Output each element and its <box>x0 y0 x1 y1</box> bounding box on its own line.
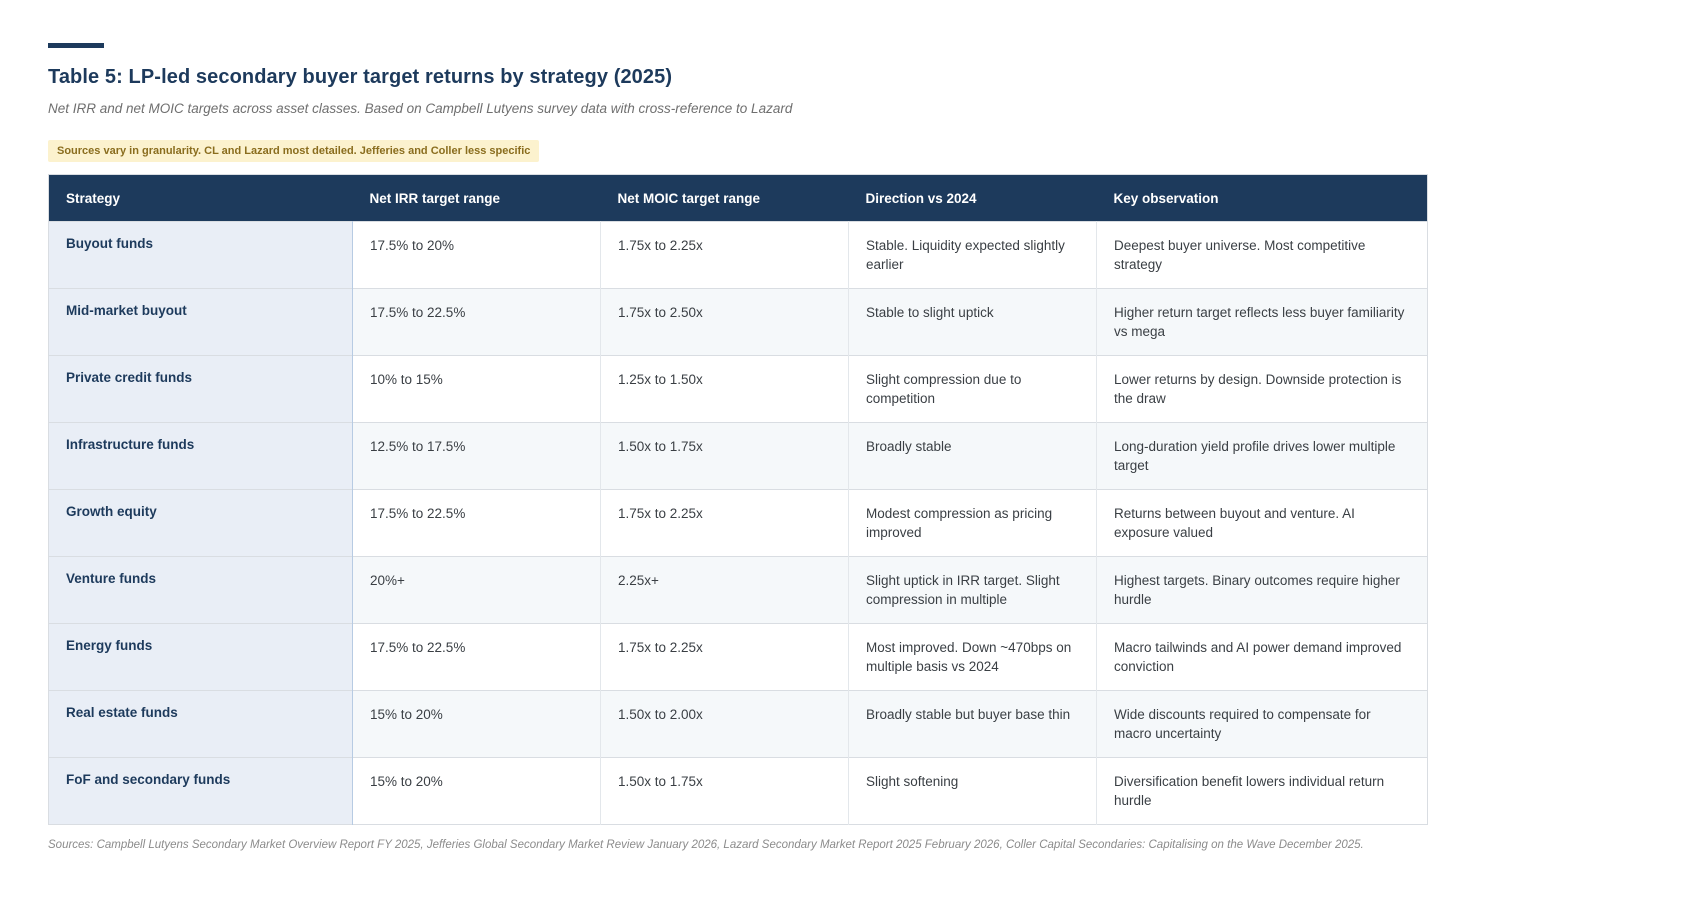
cell-strategy: Private credit funds <box>48 355 353 423</box>
col-header-net-moic: Net MOIC target range <box>600 174 849 222</box>
cell-irr: 10% to 15% <box>352 355 601 423</box>
sources-footnote: Sources: Campbell Lutyens Secondary Mark… <box>48 839 1364 851</box>
cell-direction: Stable to slight uptick <box>848 288 1097 356</box>
cell-irr: 17.5% to 22.5% <box>352 489 601 557</box>
cell-observation: Diversification benefit lowers individua… <box>1096 757 1428 825</box>
cell-direction: Slight compression due to competition <box>848 355 1097 423</box>
col-header-strategy: Strategy <box>48 174 353 222</box>
page-title: Table 5: LP-led secondary buyer target r… <box>48 66 673 88</box>
cell-strategy: Growth equity <box>48 489 353 557</box>
cell-observation: Long-duration yield profile drives lower… <box>1096 422 1428 490</box>
cell-direction: Slight uptick in IRR target. Slight comp… <box>848 556 1097 624</box>
cell-irr: 12.5% to 17.5% <box>352 422 601 490</box>
cell-moic: 1.50x to 1.75x <box>600 422 849 490</box>
cell-moic: 1.50x to 1.75x <box>600 757 849 825</box>
cell-moic: 1.75x to 2.25x <box>600 489 849 557</box>
cell-irr: 15% to 20% <box>352 757 601 825</box>
report-page: Table 5: LP-led secondary buyer target r… <box>48 43 1428 851</box>
cell-strategy: Infrastructure funds <box>48 422 353 490</box>
table-body: Buyout funds 17.5% to 20% 1.75x to 2.25x St… <box>48 221 1428 825</box>
cell-moic: 1.75x to 2.25x <box>600 623 849 691</box>
page-subtitle: Net IRR and net MOIC targets across asse… <box>48 101 793 116</box>
cell-strategy: Energy funds <box>48 623 353 691</box>
table-row: Energy funds 17.5% to 22.5% 1.75x to 2.25x… <box>48 623 1428 691</box>
cell-moic: 1.75x to 2.50x <box>600 288 849 356</box>
cell-direction: Stable. Liquidity expected slightly earl… <box>848 221 1097 289</box>
table-row: Growth equity 17.5% to 22.5% 1.75x to 2.25… <box>48 489 1428 557</box>
table-row: Private credit funds 10% to 15% 1.25x to 1… <box>48 355 1428 423</box>
cell-moic: 2.25x+ <box>600 556 849 624</box>
cell-observation: Macro tailwinds and AI power demand impr… <box>1096 623 1428 691</box>
cell-irr: 17.5% to 22.5% <box>352 288 601 356</box>
cell-strategy: FoF and secondary funds <box>48 757 353 825</box>
cell-strategy: Real estate funds <box>48 690 353 758</box>
cell-observation: Returns between buyout and venture. AI e… <box>1096 489 1428 557</box>
table-row: FoF and secondary funds 15% to 20% 1.50x t… <box>48 757 1428 825</box>
table-row: Venture funds 20%+ 2.25x+ Slight uptick in … <box>48 556 1428 624</box>
cell-observation: Higher return target reflects less buyer… <box>1096 288 1428 356</box>
cell-irr: 17.5% to 20% <box>352 221 601 289</box>
cell-observation: Lower returns by design. Downside protec… <box>1096 355 1428 423</box>
cell-irr: 15% to 20% <box>352 690 601 758</box>
accent-bar <box>48 43 104 48</box>
col-header-observation: Key observation <box>1096 174 1428 222</box>
cell-irr: 20%+ <box>352 556 601 624</box>
table-row: Infrastructure funds 12.5% to 17.5% 1.50x … <box>48 422 1428 490</box>
table-header: Strategy Net IRR target range Net MOIC t… <box>48 174 1428 222</box>
table-row: Mid-market buyout 17.5% to 22.5% 1.75x to … <box>48 288 1428 356</box>
cell-direction: Broadly stable but buyer base thin <box>848 690 1097 758</box>
table-row: Real estate funds 15% to 20% 1.50x to 2.00… <box>48 690 1428 758</box>
cell-observation: Wide discounts required to compensate fo… <box>1096 690 1428 758</box>
table-header-row: Strategy Net IRR target range Net MOIC t… <box>48 174 1428 222</box>
cell-direction: Broadly stable <box>848 422 1097 490</box>
cell-direction: Slight softening <box>848 757 1097 825</box>
cell-strategy: Mid-market buyout <box>48 288 353 356</box>
cell-direction: Modest compression as pricing improved <box>848 489 1097 557</box>
cell-moic: 1.25x to 1.50x <box>600 355 849 423</box>
cell-strategy: Venture funds <box>48 556 353 624</box>
cell-irr: 17.5% to 22.5% <box>352 623 601 691</box>
sources-note-badge: Sources vary in granularity. CL and Laza… <box>48 140 540 162</box>
col-header-net-irr: Net IRR target range <box>352 174 601 222</box>
cell-moic: 1.75x to 2.25x <box>600 221 849 289</box>
cell-direction: Most improved. Down ~470bps on multiple … <box>848 623 1097 691</box>
col-header-direction: Direction vs 2024 <box>848 174 1097 222</box>
cell-observation: Highest targets. Binary outcomes require… <box>1096 556 1428 624</box>
cell-strategy: Buyout funds <box>48 221 353 289</box>
table-row: Buyout funds 17.5% to 20% 1.75x to 2.25x St… <box>48 221 1428 289</box>
returns-table: Strategy Net IRR target range Net MOIC t… <box>48 174 1428 825</box>
cell-observation: Deepest buyer universe. Most competitive… <box>1096 221 1428 289</box>
cell-moic: 1.50x to 2.00x <box>600 690 849 758</box>
